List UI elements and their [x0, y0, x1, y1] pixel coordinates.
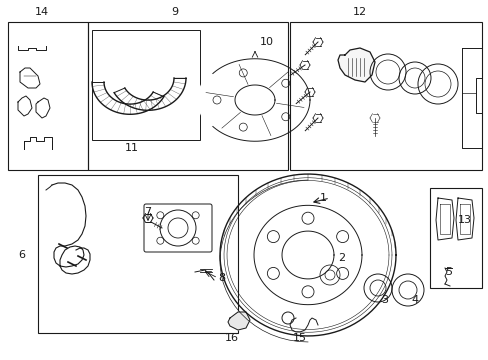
Text: 1: 1 [319, 193, 326, 203]
Bar [38, 175, 238, 333]
Text: 10: 10 [260, 37, 273, 47]
Bar [8, 22, 88, 170]
Bar [88, 22, 287, 170]
Polygon shape [337, 48, 374, 82]
Text: 3: 3 [381, 295, 387, 305]
Bar [289, 22, 481, 170]
Bar [92, 30, 200, 140]
Text: 5: 5 [444, 267, 451, 277]
Text: 2: 2 [337, 253, 345, 263]
Text: 9: 9 [171, 7, 178, 17]
Text: 14: 14 [35, 7, 49, 17]
Text: 11: 11 [125, 143, 139, 153]
Text: 4: 4 [410, 295, 418, 305]
Bar [429, 188, 481, 288]
Text: 8: 8 [218, 273, 224, 283]
Text: 6: 6 [18, 250, 25, 260]
Text: 12: 12 [352, 7, 366, 17]
Text: 13: 13 [457, 215, 471, 225]
Text: 15: 15 [292, 333, 306, 343]
Polygon shape [227, 312, 249, 330]
Text: 7: 7 [144, 207, 151, 217]
Text: 16: 16 [224, 333, 239, 343]
